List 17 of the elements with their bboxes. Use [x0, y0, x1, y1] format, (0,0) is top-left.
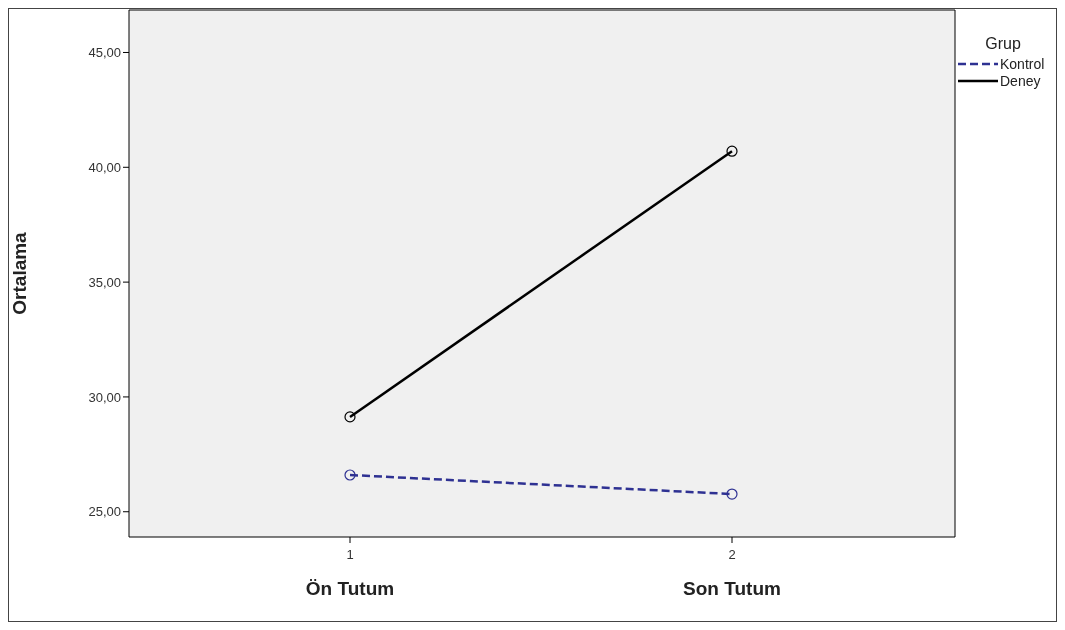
y-tick-label: 25,00	[88, 504, 121, 520]
x-tick-label: 1	[346, 547, 354, 562]
y-tick-label: 40,00	[88, 159, 121, 175]
point	[344, 469, 356, 481]
point	[726, 145, 738, 157]
text: Son Tutum	[683, 578, 781, 599]
text: Ön Tutum	[305, 578, 395, 599]
legend-label: Kontrol	[1000, 55, 1045, 72]
point	[726, 488, 738, 500]
point	[344, 411, 356, 423]
y-tick-label: 30,00	[88, 389, 121, 405]
legend-label: Deney	[1000, 72, 1041, 89]
y-tick-label: 45,00	[88, 45, 121, 61]
x-tick-label: 2	[728, 547, 736, 562]
y-axis-title: Ortalama	[8, 231, 30, 315]
legend-title: Grup	[984, 35, 1022, 53]
y-tick-label: 35,00	[88, 274, 121, 290]
